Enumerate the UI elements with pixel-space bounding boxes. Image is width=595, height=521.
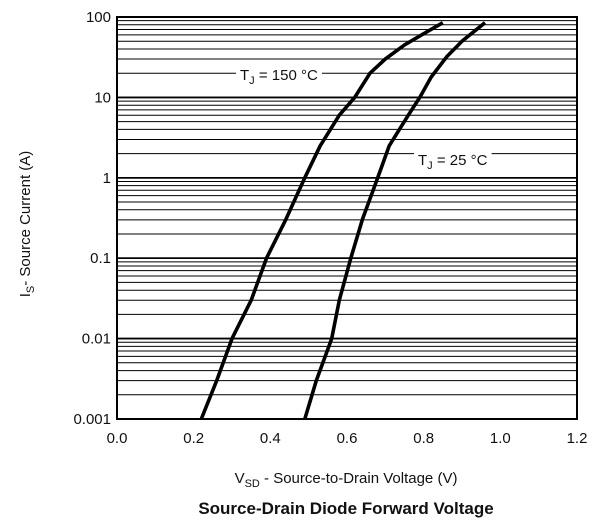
curve-label-150c: TJ = 150 °C xyxy=(236,66,322,88)
y-tick-label: 0.1 xyxy=(90,250,111,267)
plot-frame xyxy=(116,16,578,420)
x-tick-label: 1.2 xyxy=(567,430,588,447)
x-tick-label: 0.6 xyxy=(337,430,358,447)
curve-label-25c: TJ = 25 °C xyxy=(414,151,492,173)
y-tick-label: 0.001 xyxy=(73,411,111,428)
y-axis-title: IS- Source Current (A) xyxy=(17,151,37,298)
x-tick-label: 0.0 xyxy=(107,430,128,447)
y-tick-label: 0.01 xyxy=(82,331,111,348)
curve-label-25c-text: TJ = 25 °C xyxy=(418,152,488,172)
y-tick-label: 10 xyxy=(94,89,111,106)
y-tick-label: 1 xyxy=(103,170,111,187)
series-curves xyxy=(199,21,487,420)
series-line-150c xyxy=(199,21,444,420)
x-tick-label: 1.0 xyxy=(490,430,511,447)
grid-lines xyxy=(117,16,577,420)
x-tick-label: 0.8 xyxy=(413,430,434,447)
series-line-25c xyxy=(303,21,487,420)
x-tick-label: 0.2 xyxy=(183,430,204,447)
curve-label-150c-background xyxy=(236,66,322,88)
chart-title: Source-Drain Diode Forward Voltage xyxy=(198,499,493,518)
x-tick-label: 0.4 xyxy=(260,430,281,447)
y-tick-label: 100 xyxy=(86,9,111,26)
x-axis-title: VSD - Source-to-Drain Voltage (V) xyxy=(235,470,458,490)
tick-labels: 0.0 0.2 0.4 0.6 0.8 1.0 1.2 0.001 0.01 0.1 1 10 100 xyxy=(73,9,587,447)
curve-label-25c-background xyxy=(414,151,492,173)
curve-label-150c-text: TJ = 150 °C xyxy=(240,67,318,87)
